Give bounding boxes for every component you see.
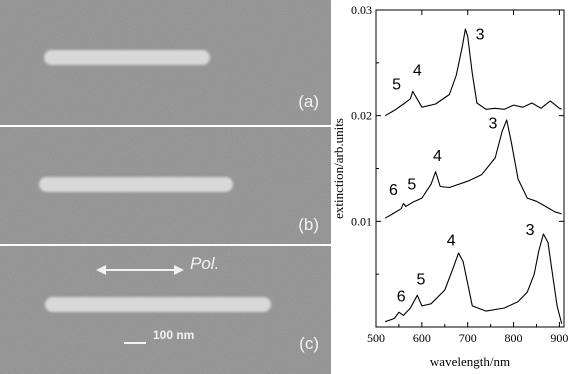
peak-label-a: 5 <box>392 76 401 93</box>
spectrum-line-b <box>384 119 562 219</box>
sem-panel-b: (b) <box>0 127 331 244</box>
spectrum-line-c <box>385 233 563 324</box>
polarization-arrow-icon <box>96 265 184 275</box>
y-axis-title: extinction/arb.units <box>331 118 346 219</box>
x-tick-label: 700 <box>459 331 477 345</box>
sem-image-b <box>0 127 331 244</box>
y-tick-label: 0.03 <box>351 3 372 17</box>
peak-label-a: 3 <box>476 27 485 44</box>
nanorod-c <box>45 297 271 312</box>
sem-image-c <box>0 246 331 374</box>
peak-label-a: 4 <box>413 63 422 80</box>
peak-label-c: 3 <box>526 222 535 239</box>
spectrum-line-a <box>384 28 562 117</box>
peak-label-c: 4 <box>447 233 456 250</box>
peak-label-b: 3 <box>488 115 497 132</box>
peak-label-b: 5 <box>407 177 416 194</box>
sem-panel-c: Pol. 100 nm (c) <box>0 246 331 374</box>
scale-bar-label: 100 nm <box>153 328 195 342</box>
y-tick-label: 0.02 <box>351 109 372 123</box>
nanorod-b <box>39 177 233 192</box>
y-tick-label: 0.01 <box>351 214 372 228</box>
panel-label-c: (c) <box>299 334 319 353</box>
x-axis: 500 600 700 800 900 <box>367 10 568 345</box>
sem-image-a <box>0 0 331 125</box>
panel-label-a: (a) <box>298 92 319 111</box>
x-tick-label: 800 <box>505 331 523 345</box>
x-axis-title: wavelength/nm <box>430 354 510 369</box>
x-tick-label: 900 <box>550 331 568 345</box>
peak-label-b: 6 <box>389 182 398 199</box>
peak-label-c: 5 <box>416 272 425 289</box>
spectra-series <box>384 28 563 324</box>
nanorod-a <box>44 50 210 65</box>
y-axis: 0.01 0.02 0.03 <box>351 3 564 275</box>
peak-label-c: 6 <box>397 289 406 306</box>
panel-label-b: (b) <box>298 215 319 234</box>
polarization-label: Pol. <box>190 254 220 273</box>
x-tick-label: 500 <box>367 331 385 345</box>
x-tick-label: 600 <box>413 331 431 345</box>
sem-panel-a: (a) <box>0 0 331 125</box>
peak-label-b: 4 <box>433 148 442 165</box>
